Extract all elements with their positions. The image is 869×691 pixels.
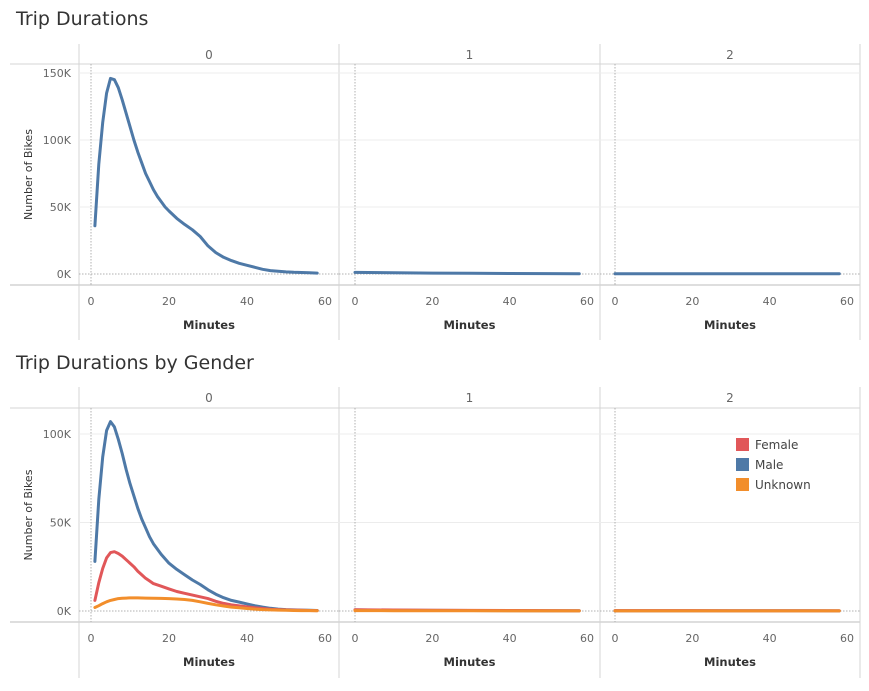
- trip-durations-x-tick-label: 20: [162, 295, 176, 308]
- trip-durations-y-tick-label: 50K: [50, 201, 72, 214]
- trip-durations-x-tick-label: 0: [88, 295, 95, 308]
- legend-label-male: Male: [755, 458, 783, 472]
- trip-durations-x-tick-label: 40: [763, 295, 777, 308]
- trip-durations-x-tick-label: 60: [580, 295, 594, 308]
- chart-title-trip-durations-by-gender: Trip Durations by Gender: [16, 352, 254, 374]
- trip-durations-by-gender-x-tick-label: 20: [162, 632, 176, 645]
- legend-label-unknown: Unknown: [755, 478, 811, 492]
- trip-durations-x-tick-label: 20: [425, 295, 439, 308]
- trip-durations-x-axis-label: Minutes: [704, 318, 756, 332]
- trip-durations-by-gender-y-tick-label: 50K: [50, 517, 72, 530]
- trip-durations-x-axis-label: Minutes: [444, 318, 496, 332]
- trip-durations-by-gender-series-male-line: [93, 420, 319, 612]
- legend-label-female: Female: [755, 438, 798, 452]
- trip-durations-by-gender-y-axis-label: Number of Bikes: [22, 469, 35, 560]
- trip-durations-by-gender-y-tick-label: 100K: [43, 428, 72, 441]
- trip-durations-by-gender-x-tick-label: 0: [352, 632, 359, 645]
- legend-swatch-female: [736, 438, 749, 451]
- trip-durations-by-gender-x-tick-label: 60: [580, 632, 594, 645]
- trip-durations-by-gender-x-tick-label: 0: [88, 632, 95, 645]
- trip-durations-y-axis-label: Number of Bikes: [22, 129, 35, 220]
- trip-durations-by-gender-y-tick-label: 0K: [57, 605, 72, 618]
- trip-durations-x-tick-label: 40: [503, 295, 517, 308]
- trip-durations-x-tick-label: 20: [685, 295, 699, 308]
- trip-durations-x-tick-label: 60: [840, 295, 854, 308]
- trip-durations-by-gender-x-axis-label: Minutes: [704, 655, 756, 669]
- trip-durations-by-gender-panel-header: 0: [205, 391, 213, 405]
- trip-durations-y-tick-label: 0K: [57, 268, 72, 281]
- trip-durations-by-gender-x-tick-label: 40: [240, 632, 254, 645]
- trip-durations-by-gender-x-axis-label: Minutes: [444, 655, 496, 669]
- legend-swatch-unknown: [736, 478, 749, 491]
- trip-durations-by-gender-x-tick-label: 40: [763, 632, 777, 645]
- trip-durations-y-tick-label: 150K: [43, 67, 72, 80]
- trip-durations-x-axis-label: Minutes: [183, 318, 235, 332]
- trip-durations-by-gender-panel-header: 1: [466, 391, 474, 405]
- trip-durations-by-gender-x-tick-label: 40: [503, 632, 517, 645]
- trip-durations-panel-header: 2: [726, 48, 734, 62]
- trip-durations-by-gender-series-unknown-line: [93, 596, 319, 613]
- trip-durations-by-gender-x-tick-label: 0: [612, 632, 619, 645]
- trip-durations-x-tick-label: 0: [612, 295, 619, 308]
- trip-durations-x-tick-label: 0: [352, 295, 359, 308]
- trip-durations-x-tick-label: 60: [318, 295, 332, 308]
- trip-durations-panel-header: 0: [205, 48, 213, 62]
- trip-durations-series-all-line: [353, 270, 581, 276]
- trip-durations-by-gender-panel-header: 2: [726, 391, 734, 405]
- trip-durations-by-gender-x-tick-label: 20: [685, 632, 699, 645]
- trip-durations-by-gender-x-tick-label: 20: [425, 632, 439, 645]
- chart-title-trip-durations: Trip Durations: [16, 8, 149, 30]
- trip-durations-x-tick-label: 40: [240, 295, 254, 308]
- trip-durations-by-gender-x-axis-label: Minutes: [183, 655, 235, 669]
- trip-durations-series-all-line: [93, 76, 319, 275]
- trip-durations-by-gender-x-tick-label: 60: [840, 632, 854, 645]
- trip-durations-y-tick-label: 100K: [43, 134, 72, 147]
- trip-durations-panel-header: 1: [466, 48, 474, 62]
- legend-swatch-male: [736, 458, 749, 471]
- trip-durations-by-gender-x-tick-label: 60: [318, 632, 332, 645]
